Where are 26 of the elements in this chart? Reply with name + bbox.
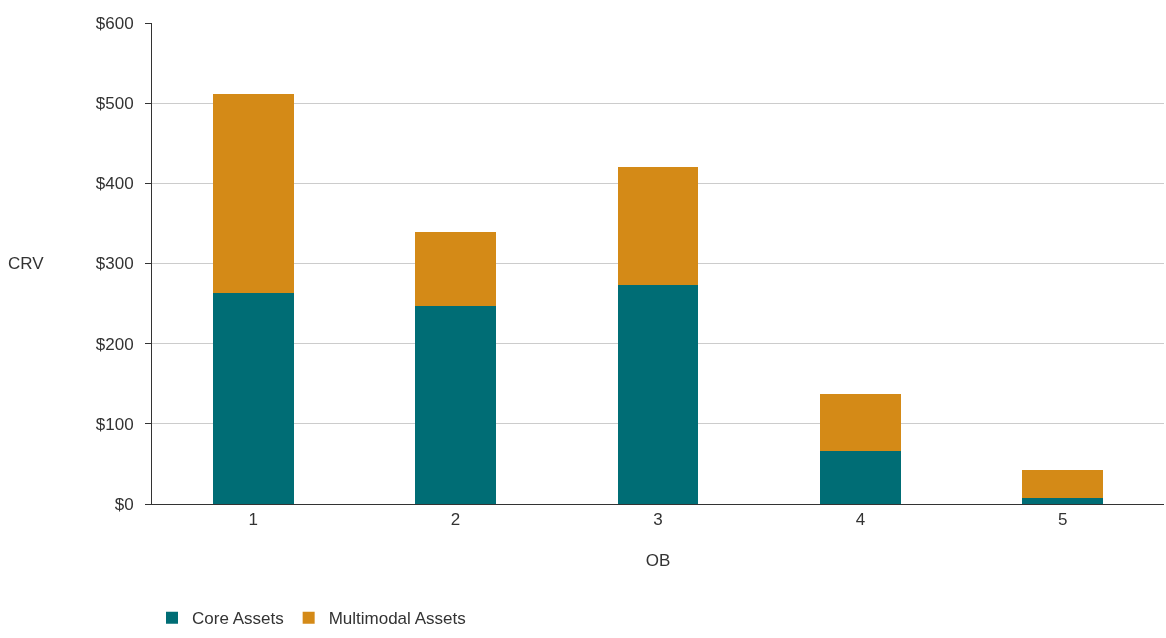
bar <box>1022 498 1104 504</box>
bar <box>617 167 699 286</box>
legend-label: Core Assets <box>192 609 284 629</box>
x-tick-label: 5 <box>1058 510 1068 530</box>
bar <box>617 285 699 504</box>
bar <box>415 305 497 504</box>
y-tick-label: $300 <box>95 254 134 274</box>
bar <box>212 94 294 294</box>
legend-label: Multimodal Assets <box>328 609 466 629</box>
x-axis-title: OB <box>645 550 671 570</box>
x-tick-label: 1 <box>248 510 258 530</box>
bar <box>212 293 294 504</box>
x-tick-label: 2 <box>450 510 461 530</box>
bar <box>1022 470 1104 499</box>
bar <box>819 451 901 504</box>
y-tick-label: $400 <box>95 174 134 194</box>
y-tick-label: $200 <box>95 334 134 354</box>
y-tick-label: $500 <box>95 94 134 114</box>
bar <box>415 232 497 306</box>
y-tick-label: $100 <box>95 414 134 434</box>
x-tick-label: 3 <box>653 510 663 530</box>
y-tick-label: $0 <box>114 494 134 514</box>
y-tick-label: $600 <box>95 13 134 33</box>
y-axis-title: CRV <box>8 254 45 273</box>
x-tick-label: 4 <box>855 510 866 530</box>
bar <box>819 394 901 452</box>
